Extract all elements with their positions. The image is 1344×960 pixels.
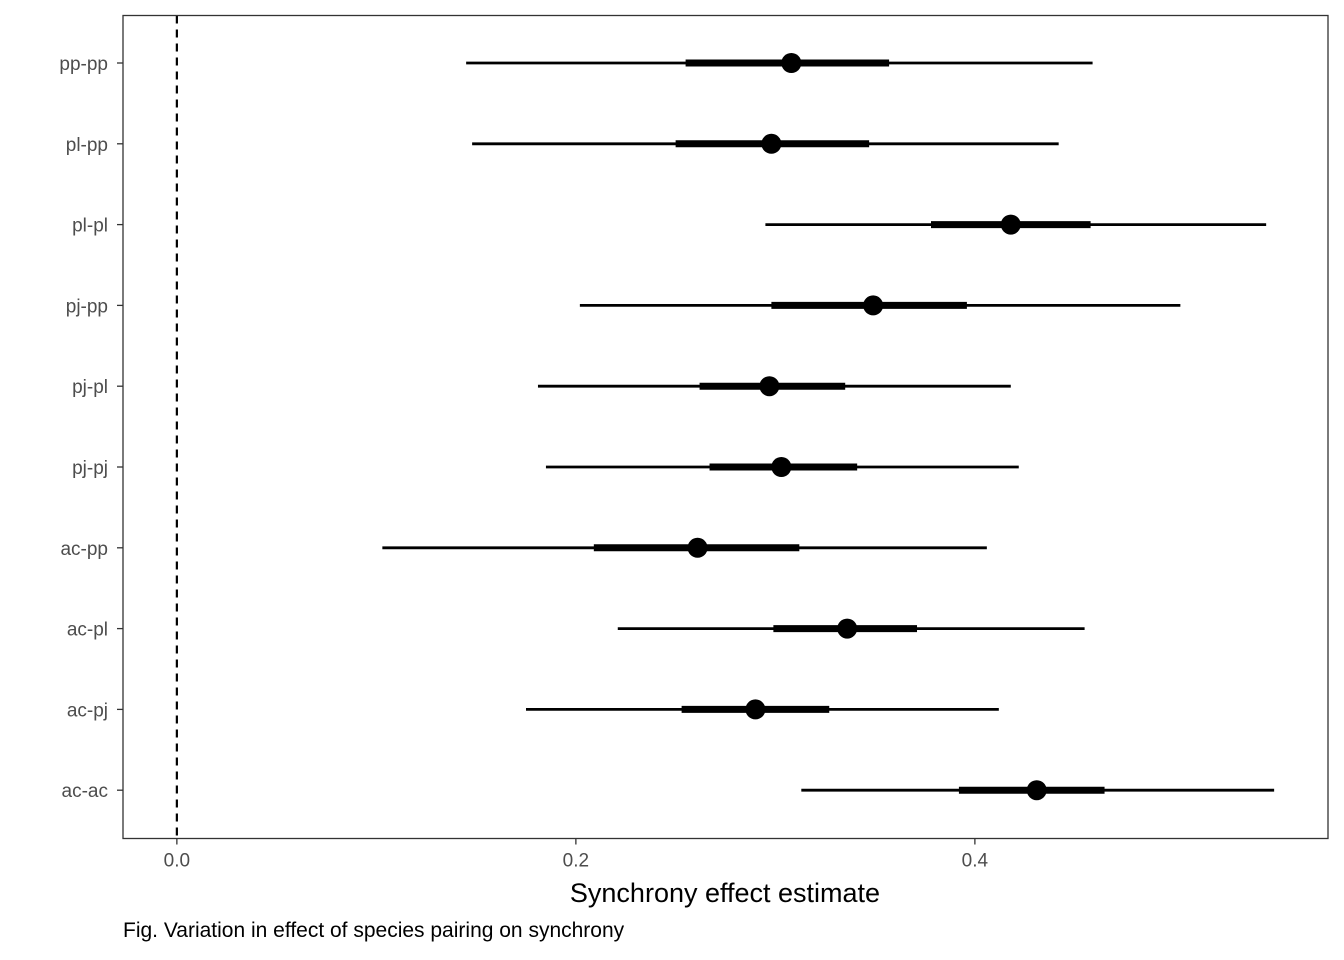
y-tick-label: ac-pj	[67, 700, 108, 721]
estimate-row-ac-ac	[801, 780, 1275, 801]
x-tick-label: 0.4	[962, 851, 989, 872]
y-tick-label: pl-pl	[72, 216, 108, 237]
point-estimate	[771, 457, 792, 477]
estimate-row-pj-pj	[545, 457, 1019, 477]
point-estimate	[863, 295, 884, 316]
y-tick-label: ac-ac	[62, 781, 108, 802]
estimate-row-ac-pp	[382, 537, 987, 558]
estimate-row-pj-pp	[579, 295, 1181, 316]
figure-caption: Fig. Variation in effect of species pair…	[123, 919, 625, 942]
estimate-row-ac-pl	[617, 618, 1085, 639]
point-estimate	[781, 53, 802, 73]
x-tick-label: 0.0	[164, 851, 190, 872]
y-tick-label: pj-pp	[66, 296, 108, 317]
estimate-row-pp-pp	[466, 53, 1093, 73]
estimate-row-pj-pl	[537, 376, 1011, 397]
y-tick-label: pp-pp	[59, 54, 108, 75]
y-tick-label: pl-pp	[66, 135, 108, 156]
estimate-row-ac-pj	[525, 699, 999, 720]
estimate-row-pl-pp	[472, 133, 1059, 154]
point-estimate	[837, 618, 858, 639]
y-tick-label: ac-pl	[67, 620, 108, 641]
estimate-row-pl-pl	[765, 214, 1267, 235]
x-axis-title: Synchrony effect estimate	[570, 878, 880, 908]
x-axis: 0.0 0.2 0.4	[164, 838, 989, 872]
point-estimate	[745, 699, 766, 720]
chart: pp-pp pl-pp pl-pl pj-pp pj-pl pj-pj ac-pp ac-pl…	[59, 14, 1329, 908]
y-tick-label: pj-pj	[72, 458, 108, 479]
point-estimate	[1026, 780, 1047, 801]
y-tick-label: ac-pp	[60, 539, 108, 560]
y-tick-label: pj-pl	[72, 377, 108, 398]
point-estimate	[687, 537, 708, 558]
plot-panel-border	[122, 14, 1329, 840]
point-estimate	[1000, 214, 1021, 235]
plot-marks	[175, 15, 1275, 839]
y-axis: pp-pp pl-pp pl-pl pj-pp pj-pl pj-pj ac-pp ac-pl…	[59, 54, 123, 802]
x-tick-label: 0.2	[563, 851, 589, 872]
point-estimate	[761, 133, 782, 154]
point-estimate	[759, 376, 780, 397]
